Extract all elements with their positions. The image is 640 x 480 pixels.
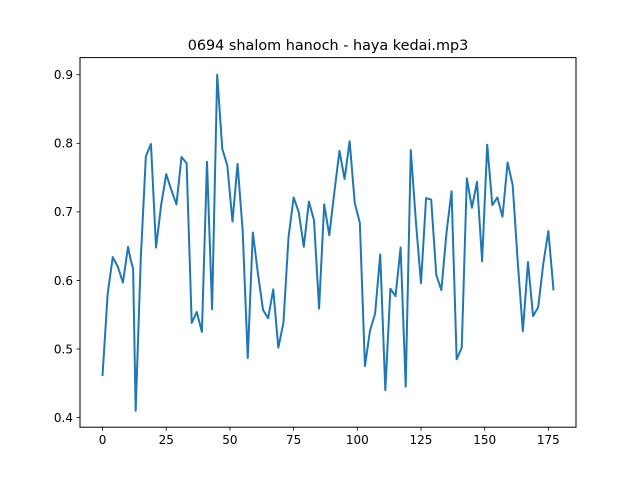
- x-tick-label: 0: [99, 433, 107, 447]
- y-tick-label: 0.6: [54, 274, 73, 288]
- plot-frame: [79, 57, 577, 428]
- x-tick-label: 25: [159, 433, 174, 447]
- y-axis: 0.4 0.5 0.6 0.7 0.8 0.9: [54, 68, 80, 425]
- y-tick-label: 0.9: [54, 68, 73, 82]
- x-tick-label: 150: [473, 433, 496, 447]
- y-tick-label: 0.4: [54, 411, 73, 425]
- series-layer: [101, 73, 555, 412]
- y-tick-label: 0.8: [54, 137, 73, 151]
- x-tick-label: 175: [537, 433, 560, 447]
- x-tick-label: 75: [286, 433, 301, 447]
- y-tick-label: 0.5: [54, 342, 73, 356]
- x-tick-label: 50: [222, 433, 237, 447]
- series-line-0: [101, 73, 555, 412]
- x-tick-label: 100: [346, 433, 369, 447]
- y-tick-label: 0.7: [54, 205, 73, 219]
- x-axis: 0 25 50 75 100 125 150 175: [99, 427, 560, 447]
- chart-title: 0694 shalom hanoch - haya kedai.mp3: [188, 38, 469, 54]
- x-tick-label: 125: [410, 433, 433, 447]
